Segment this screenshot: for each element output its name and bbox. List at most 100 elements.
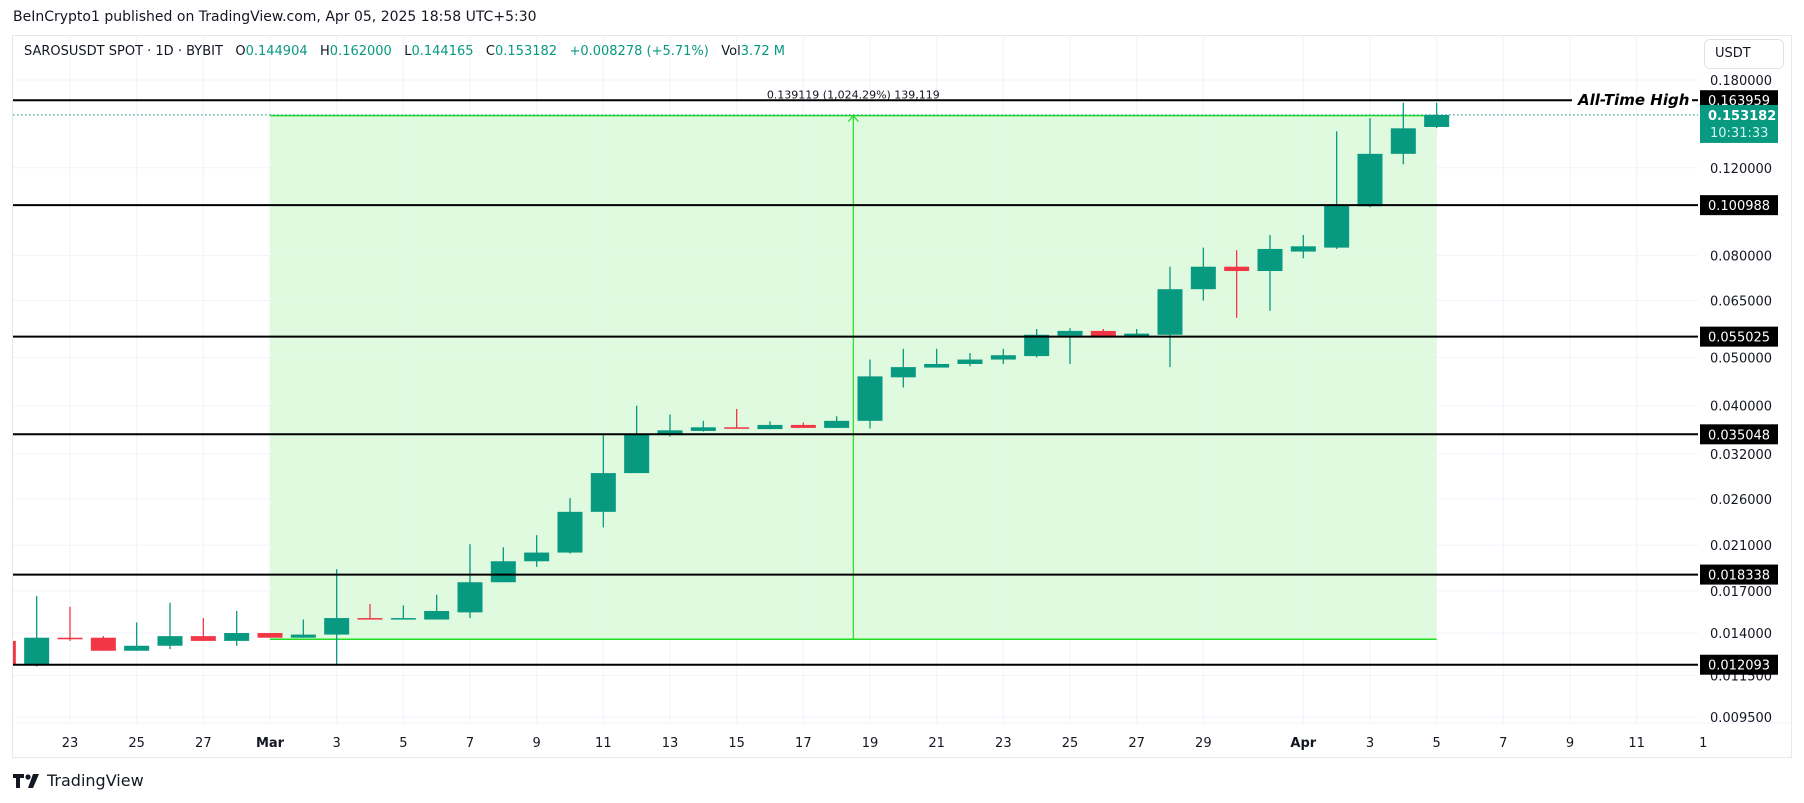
candle[interactable] bbox=[424, 594, 450, 620]
candle[interactable] bbox=[524, 535, 550, 567]
price-axis-tick: 0.040000 bbox=[1710, 400, 1772, 415]
symbol-title[interactable]: SAROSUSDT SPOT · 1D · BYBIT bbox=[24, 44, 223, 59]
tradingview-logo-text: TradingView bbox=[47, 771, 144, 790]
tradingview-logo[interactable]: TradingView bbox=[13, 771, 144, 790]
level-price-badge bbox=[1700, 424, 1778, 445]
candle[interactable] bbox=[24, 596, 50, 667]
level-price-badge bbox=[1700, 326, 1778, 347]
candle-body bbox=[824, 420, 850, 428]
candle[interactable] bbox=[324, 569, 350, 665]
candle[interactable] bbox=[624, 405, 650, 474]
candle-body bbox=[1424, 114, 1450, 127]
candle[interactable] bbox=[1324, 131, 1350, 249]
price-axis-tick: 0.120000 bbox=[1710, 162, 1772, 177]
time-axis-tick: 3 bbox=[333, 736, 341, 751]
open-value: 0.144904 bbox=[245, 44, 308, 59]
candle[interactable] bbox=[724, 408, 750, 429]
candle[interactable] bbox=[1424, 102, 1450, 129]
price-axis-tick: 0.050000 bbox=[1710, 351, 1772, 366]
candle[interactable] bbox=[1024, 328, 1050, 358]
candle[interactable] bbox=[57, 606, 83, 641]
time-axis-tick: 19 bbox=[862, 736, 879, 751]
candle[interactable] bbox=[1390, 102, 1416, 165]
all-time-high-annotation: All-Time High bbox=[1577, 91, 1689, 109]
candle[interactable] bbox=[257, 633, 283, 638]
candle[interactable] bbox=[157, 602, 183, 650]
currency-button[interactable]: USDT bbox=[1704, 39, 1784, 69]
candle-body bbox=[924, 363, 950, 368]
candle[interactable] bbox=[990, 348, 1016, 364]
candle[interactable] bbox=[124, 622, 150, 651]
level-price-badge bbox=[1700, 564, 1778, 585]
candle-body bbox=[57, 637, 83, 640]
price-axis-tick: 0.017000 bbox=[1710, 585, 1772, 600]
time-axis-tick: 11 bbox=[1628, 736, 1645, 751]
candle[interactable] bbox=[390, 605, 416, 620]
candle[interactable] bbox=[924, 348, 950, 368]
candle-body bbox=[490, 561, 516, 583]
candle[interactable] bbox=[824, 416, 850, 428]
candle[interactable] bbox=[1257, 234, 1283, 311]
candle[interactable] bbox=[690, 420, 716, 432]
candle-body bbox=[690, 427, 716, 431]
high-value: 0.162000 bbox=[329, 44, 392, 59]
candle-body bbox=[124, 645, 150, 651]
candle-body bbox=[1124, 333, 1150, 338]
candle-body bbox=[1324, 205, 1350, 248]
candle[interactable] bbox=[1157, 266, 1183, 368]
tradingview-logo-icon bbox=[13, 773, 39, 788]
volume-label: Vol bbox=[721, 44, 741, 59]
candle-body bbox=[757, 424, 783, 430]
candle-body bbox=[957, 359, 983, 364]
candle[interactable] bbox=[457, 544, 483, 619]
candle[interactable] bbox=[1190, 247, 1216, 301]
ohlc-legend: SAROSUSDT SPOT · 1D · BYBIT O0.144904 H0… bbox=[24, 44, 785, 59]
candle[interactable] bbox=[0, 638, 16, 667]
time-axis-tick: 29 bbox=[1195, 736, 1212, 751]
candle[interactable] bbox=[957, 353, 983, 367]
candle-countdown-label: 10:31:33 bbox=[1710, 126, 1768, 141]
time-axis-tick: 27 bbox=[1128, 736, 1145, 751]
candle[interactable] bbox=[1290, 234, 1316, 259]
level-price-label: 0.100988 bbox=[1708, 199, 1770, 214]
candle-body bbox=[1190, 266, 1216, 290]
candle[interactable] bbox=[224, 610, 250, 646]
candle[interactable] bbox=[590, 433, 616, 528]
candle[interactable] bbox=[290, 619, 316, 638]
range-measure-label: 0.139119 (1,024.29%) 139,119 bbox=[767, 89, 940, 102]
time-axis-tick: 9 bbox=[1566, 736, 1574, 751]
range-arrow-head-icon bbox=[847, 114, 859, 123]
candle-body bbox=[1357, 153, 1383, 207]
level-price-label: 0.012093 bbox=[1708, 659, 1770, 674]
candle[interactable] bbox=[1057, 328, 1083, 364]
candle[interactable] bbox=[790, 422, 816, 428]
candle[interactable] bbox=[657, 414, 683, 437]
time-axis-tick: 1 bbox=[1699, 736, 1707, 751]
candle[interactable] bbox=[357, 604, 383, 620]
candle[interactable] bbox=[1224, 250, 1250, 318]
low-label: L bbox=[404, 44, 412, 59]
open-label: O bbox=[235, 44, 246, 59]
candle[interactable] bbox=[490, 547, 516, 583]
candle-body bbox=[424, 610, 450, 620]
candle-body bbox=[657, 430, 683, 435]
candle[interactable] bbox=[557, 498, 583, 554]
candle[interactable] bbox=[1357, 118, 1383, 208]
candle[interactable] bbox=[190, 618, 216, 641]
close-value: 0.153182 bbox=[495, 44, 558, 59]
price-axis-tick: 0.180000 bbox=[1710, 74, 1772, 89]
volume-value: 3.72 M bbox=[740, 44, 785, 59]
candle-body bbox=[324, 618, 350, 635]
candle[interactable] bbox=[890, 348, 916, 388]
plot-area[interactable]: 0.139119 (1,024.29%) 139,119 bbox=[0, 36, 1703, 723]
close-label: C bbox=[485, 44, 495, 59]
candle[interactable] bbox=[757, 421, 783, 430]
candle-body bbox=[457, 582, 483, 613]
candle[interactable] bbox=[90, 636, 116, 651]
candle-body bbox=[857, 376, 883, 421]
chart-frame bbox=[12, 35, 1792, 758]
level-price-label: 0.055025 bbox=[1708, 331, 1770, 346]
candle-body bbox=[1224, 266, 1250, 272]
candle[interactable] bbox=[857, 359, 883, 429]
